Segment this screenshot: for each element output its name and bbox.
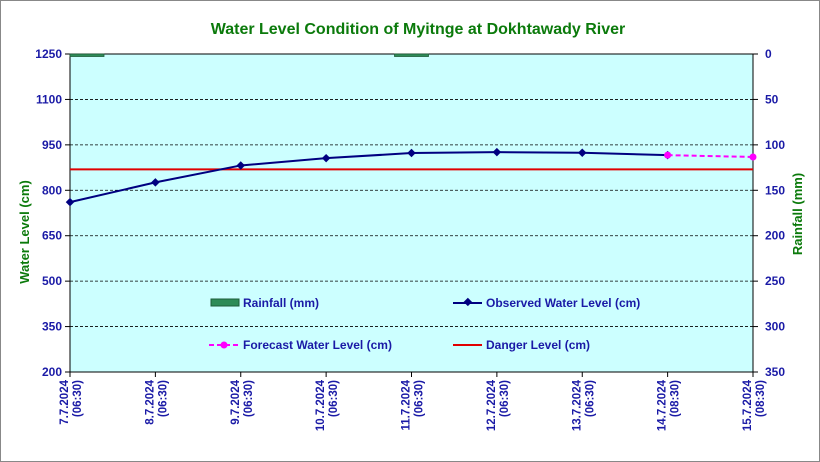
x-tick-time: (08:30)	[755, 380, 767, 417]
x-tick-label: 8.7.2024 (06:30)	[144, 379, 169, 424]
x-tick-time: (06:30)	[328, 380, 340, 417]
legend-forecast-label: Forecast Water Level (cm)	[243, 338, 392, 352]
x-tick-date: 11.7.2024	[401, 379, 413, 430]
data-point	[321, 153, 331, 163]
y-tick-label: 950	[42, 138, 62, 152]
data-point	[407, 148, 416, 158]
x-tick-date: 12.7.2024	[486, 379, 498, 431]
chart-title: Water Level Condition of Myitnge at Dokh…	[211, 21, 626, 38]
legend: Rainfall (mm) Observed Water Level (cm) …	[209, 296, 640, 352]
rainfall-bar	[394, 53, 429, 57]
x-tick-time: (06:30)	[584, 380, 596, 417]
y-tick-label: 200	[42, 365, 62, 379]
left-axis-ticks: 1250 1100 950 800 650 500 350 200	[35, 47, 70, 379]
x-tick-label: 10.7.2024 (06:30)	[315, 379, 340, 431]
data-point	[664, 151, 672, 159]
x-tick-date: 8.7.2024	[144, 379, 156, 424]
y2-tick-label: 100	[765, 138, 785, 152]
y-tick-label: 1100	[36, 92, 62, 106]
x-tick-date: 9.7.2024	[230, 379, 242, 424]
x-tick-label: 9.7.2024 (06:30)	[230, 379, 255, 424]
x-tick-time: (06:30)	[499, 380, 511, 417]
rainfall-series	[69, 53, 429, 57]
y2-tick-label: 200	[765, 229, 785, 243]
y-tick-label: 800	[42, 183, 62, 197]
data-point	[749, 153, 757, 161]
plot-area	[69, 53, 754, 373]
x-tick-date: 7.7.2024	[59, 379, 71, 424]
x-tick-date: 13.7.2024	[571, 379, 583, 431]
series-line	[667, 154, 754, 158]
x-tick-time: (08:30)	[670, 380, 682, 417]
x-tick-date: 10.7.2024	[315, 379, 327, 431]
y-tick-label: 500	[42, 274, 62, 288]
x-tick-time: (06:30)	[157, 380, 169, 417]
y2-tick-label: 50	[765, 92, 779, 106]
x-tick-date: 14.7.2024	[657, 379, 669, 431]
x-tick-label: 15.7.2024 (08:30)	[742, 379, 767, 431]
data-point	[65, 197, 75, 207]
series-line	[69, 151, 668, 204]
x-tick-time: (06:30)	[414, 380, 426, 417]
y2-axis-title: Rainfall (mm)	[790, 173, 805, 255]
legend-observed-marker	[463, 297, 473, 307]
legend-rainfall-swatch	[210, 298, 240, 307]
data-point	[236, 161, 245, 170]
x-tick-time: (06:30)	[243, 380, 255, 417]
x-tick-label: 14.7.2024 (08:30)	[657, 379, 682, 431]
y2-tick-label: 350	[765, 365, 785, 379]
x-tick-date: 15.7.2024	[742, 379, 754, 431]
data-point	[492, 147, 502, 157]
data-point	[151, 178, 160, 187]
x-tick-time: (06:30)	[72, 380, 84, 417]
y2-tick-label: 0	[765, 47, 772, 61]
rainfall-bar	[69, 53, 105, 57]
forecast-water-level-series	[664, 151, 757, 161]
right-axis-ticks: 0 50 100 150 200 250 300 350	[753, 47, 785, 379]
x-tick-label: 13.7.2024 (06:30)	[571, 379, 596, 431]
y2-tick-label: 250	[765, 274, 785, 288]
legend-danger-label: Danger Level (cm)	[486, 338, 590, 352]
x-tick-label: 7.7.2024 (06:30)	[59, 379, 84, 424]
x-tick-label: 11.7.2024 (06:30)	[401, 379, 426, 430]
y-tick-label: 1250	[35, 47, 62, 61]
legend-item-observed: Observed Water Level (cm)	[453, 296, 640, 310]
x-tick-label: 12.7.2024 (06:30)	[486, 379, 511, 431]
legend-item-danger: Danger Level (cm)	[453, 338, 590, 352]
y2-tick-label: 150	[765, 183, 785, 197]
y-tick-label: 350	[42, 320, 62, 334]
legend-item-forecast: Forecast Water Level (cm)	[209, 338, 392, 352]
legend-forecast-marker	[220, 341, 228, 349]
y-tick-label: 650	[42, 229, 62, 243]
y2-tick-label: 300	[765, 320, 785, 334]
y-axis-title: Water Level (cm)	[17, 180, 32, 284]
legend-rainfall-label: Rainfall (mm)	[243, 296, 319, 310]
legend-observed-label: Observed Water Level (cm)	[486, 296, 640, 310]
x-axis-ticks: 7.7.2024 (06:30) 8.7.2024 (06:30) 9.7.2024 (0…	[59, 372, 767, 431]
legend-item-rainfall: Rainfall (mm)	[210, 296, 319, 310]
